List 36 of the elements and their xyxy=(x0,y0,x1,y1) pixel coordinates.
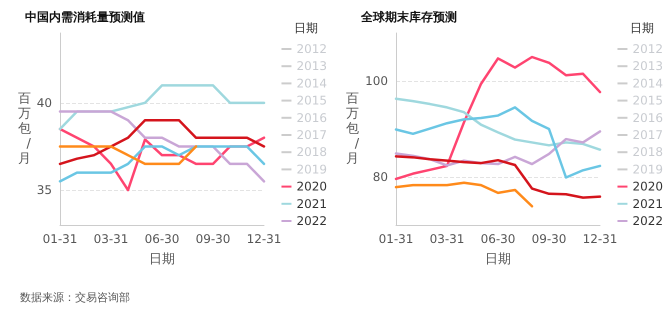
legend-label: 2021 xyxy=(296,196,328,211)
y-axis-title: 百万包/月 xyxy=(346,92,360,166)
y-tick-label: 80 xyxy=(372,170,388,184)
x-tick-label: 01-31 xyxy=(378,232,414,246)
x-axis-title: 日期 xyxy=(485,252,511,267)
x-tick-label: 06-30 xyxy=(480,232,516,246)
legend-label: 2022 xyxy=(632,214,664,228)
x-tick-label: 03-31 xyxy=(94,232,128,246)
x-tick-label: 06-30 xyxy=(144,232,180,246)
x-tick-label: 01-31 xyxy=(42,232,78,246)
legend-title: 日期 xyxy=(294,21,318,35)
chart-title: 中国内需消耗量预测值 xyxy=(25,10,145,24)
line-series xyxy=(394,106,602,179)
line-series xyxy=(58,145,266,183)
y-tick-label: 35 xyxy=(36,183,52,198)
y-tick-label: 40 xyxy=(36,96,52,110)
line-series xyxy=(58,119,266,166)
chart-title: 全球期末库存预测 xyxy=(360,10,457,24)
x-tick-label: 09-30 xyxy=(196,232,230,246)
line-series xyxy=(394,98,602,151)
legend-label: 2020 xyxy=(632,180,664,194)
line-series xyxy=(394,56,602,180)
y-tick-label: 100 xyxy=(365,74,388,88)
legend-label: 2022 xyxy=(296,214,328,228)
y-axis-title: 百万包/月 xyxy=(18,92,32,166)
source-note: 数据来源：交易咨询部 xyxy=(20,291,130,304)
x-axis-title: 日期 xyxy=(149,252,175,267)
line-series xyxy=(394,182,534,208)
legend-title: 日期 xyxy=(630,21,654,35)
line-series xyxy=(394,155,602,199)
x-tick-label: 12-31 xyxy=(246,232,282,246)
x-tick-label: 03-31 xyxy=(430,232,464,246)
legend-label: 2020 xyxy=(296,180,328,194)
x-tick-label: 12-31 xyxy=(582,232,618,246)
x-tick-label: 09-30 xyxy=(532,232,566,246)
legend-label: 2021 xyxy=(632,196,664,211)
